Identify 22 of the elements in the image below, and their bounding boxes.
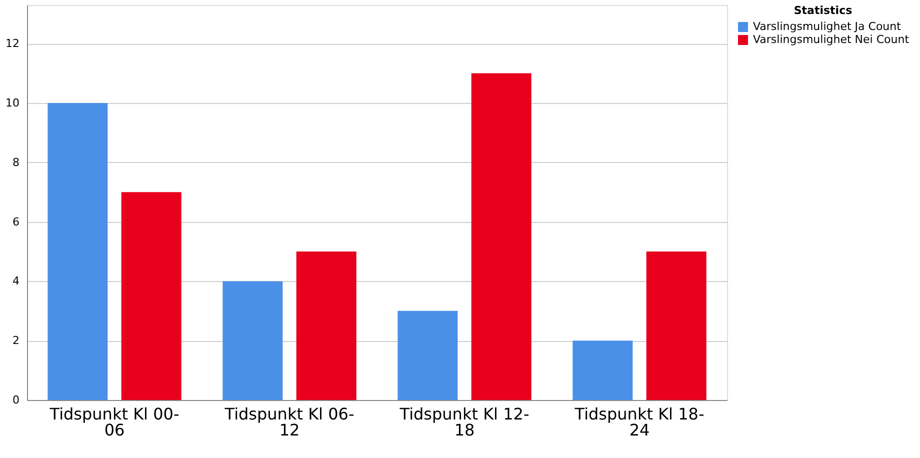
y-tick-label: 12	[6, 37, 20, 50]
bar	[398, 310, 458, 400]
x-tick-label: Tidspunkt Kl 12-18	[398, 404, 530, 440]
legend-title: Statistics	[794, 4, 853, 17]
y-tick-label: 0	[12, 394, 20, 406]
x-tick-label: Tidspunkt Kl 06-12	[224, 404, 354, 440]
y-tick-label: 10	[6, 96, 20, 110]
y-tick-label: 6	[12, 215, 20, 228]
bar	[572, 340, 633, 400]
bar	[646, 252, 706, 400]
x-tick-label: Tidspunkt Kl 00-06	[48, 404, 180, 440]
y-tick-label: 2	[12, 334, 20, 348]
x-tick-label: Tidspunkt Kl 18-24	[574, 404, 704, 440]
bar	[222, 281, 283, 400]
legend-label: Varslingsmulighet Nei Count	[753, 33, 910, 46]
bar	[48, 103, 108, 400]
bar	[121, 192, 182, 400]
y-tick-label: 4	[12, 274, 20, 288]
y-tick-label: 8	[12, 156, 20, 169]
legend-label: Varslingsmulighet Ja Count	[753, 20, 902, 33]
bar	[296, 252, 356, 400]
bar	[471, 73, 532, 400]
